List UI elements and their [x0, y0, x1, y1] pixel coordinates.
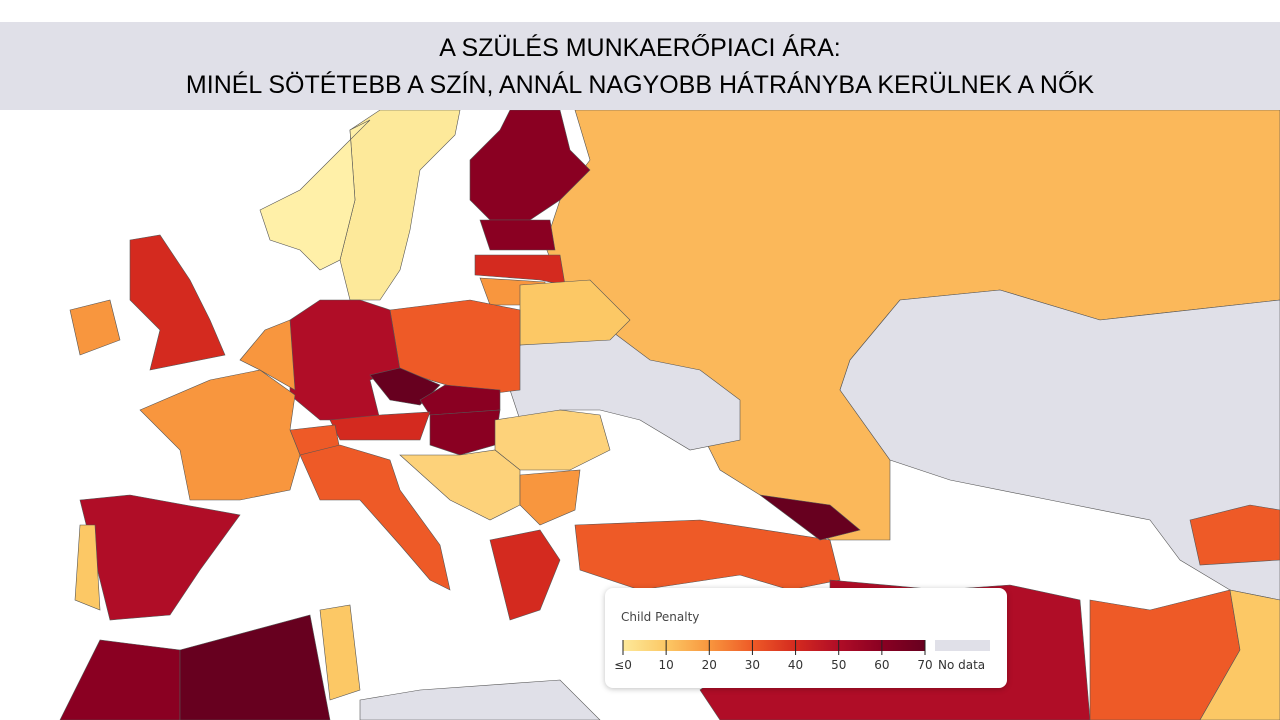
finland: [469, 109, 591, 221]
legend: Child Penalty ≤0 10 20 30 40 50 60 70 No data: [605, 588, 1007, 688]
ireland: [69, 299, 121, 356]
kazakhstan: [839, 289, 1280, 601]
tunisia: [319, 604, 361, 701]
tick-label: 40: [788, 658, 803, 672]
germany: [289, 299, 401, 421]
united-kingdom: [129, 234, 226, 371]
title-line: MINÉL SÖTÉTEBB A SZÍN, ANNÁL NAGYOBB HÁT…: [185, 71, 1095, 99]
austria: [329, 411, 431, 441]
georgia: [759, 494, 861, 541]
no-data-label: No data: [938, 658, 985, 672]
spain: [79, 494, 241, 621]
balkans: [399, 449, 521, 521]
title-line: A SZÜLÉS MUNKAERŐPIACI ÁRA:: [439, 34, 841, 62]
benelux: [239, 319, 296, 391]
afghanistan: [1199, 589, 1280, 720]
norway: [259, 119, 371, 271]
tick-label: 70: [917, 658, 932, 672]
libya: [359, 679, 601, 720]
morocco: [59, 639, 181, 720]
turkey: [574, 519, 841, 591]
title-banner: A SZÜLÉS MUNKAERŐPIACI ÁRA: MINÉL SÖTÉTE…: [0, 22, 1280, 110]
algeria: [179, 614, 331, 720]
legend-title: Child Penalty: [621, 610, 700, 624]
tick-label: 10: [659, 658, 674, 672]
tick-label: ≤0: [614, 658, 632, 672]
estonia: [479, 219, 556, 251]
bulgaria: [519, 469, 581, 526]
legend-scale: ≤0 10 20 30 40 50 60 70 No data: [614, 640, 990, 672]
portugal: [74, 524, 101, 611]
no-data-swatch: [935, 640, 990, 651]
greece: [489, 529, 561, 621]
france: [139, 369, 301, 501]
color-bar: [623, 640, 925, 651]
italy: [299, 444, 451, 591]
sweden: [339, 109, 461, 301]
tick-label: 20: [702, 658, 717, 672]
caucasus-east: [1189, 504, 1280, 566]
tick-label: 30: [745, 658, 760, 672]
hungary: [429, 409, 501, 456]
tick-label: 50: [831, 658, 846, 672]
tick-label: 60: [874, 658, 889, 672]
romania: [494, 409, 611, 471]
